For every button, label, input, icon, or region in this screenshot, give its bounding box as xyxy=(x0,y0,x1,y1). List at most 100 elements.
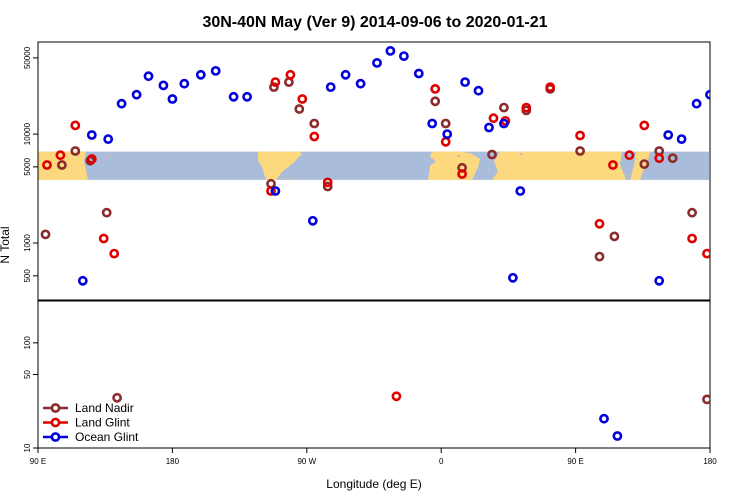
land-glint-point xyxy=(391,391,402,402)
x-tick-label: 90 W xyxy=(297,457,316,466)
land-speck xyxy=(624,174,627,177)
land-nadir-point xyxy=(575,146,585,156)
land-glint-point xyxy=(440,136,451,147)
x-tick-label: 90 E xyxy=(567,457,583,466)
y-tick-label: 100 xyxy=(23,336,32,350)
ocean-glint-point xyxy=(498,118,509,129)
land-region xyxy=(428,151,480,180)
land-speck xyxy=(106,155,109,158)
upper-y-axis: 500 1000 5000 10000 50000 xyxy=(23,46,38,283)
ocean-glint-point xyxy=(355,78,366,89)
ocean-glint-point xyxy=(307,215,318,226)
ocean-glint-point xyxy=(143,71,154,82)
ocean-glint-point xyxy=(167,94,178,104)
ocean-glint-point xyxy=(51,292,58,299)
ocean-glint-point xyxy=(325,82,336,92)
land-glint-point xyxy=(322,177,333,188)
ocean-glint-point xyxy=(442,129,453,139)
x-axis: 90 E 180 90 W 0 90 E 180 xyxy=(30,448,717,466)
ocean-glint-point xyxy=(340,69,351,80)
y-tick-label: 5000 xyxy=(23,157,32,175)
land-glint-point xyxy=(608,160,618,170)
ocean-glint-point xyxy=(735,80,742,87)
y-tick-label: 50000 xyxy=(23,46,32,69)
land-glint-point xyxy=(270,77,281,87)
y-tick-label: 10000 xyxy=(23,122,32,145)
ocean-glint-point xyxy=(721,73,728,80)
land-nadir-point xyxy=(430,96,441,107)
ocean-glint-point xyxy=(77,275,88,286)
land-nadir-point xyxy=(667,153,678,164)
ocean-glint-point xyxy=(372,58,382,68)
land-speck xyxy=(286,177,289,180)
ocean-glint-point xyxy=(599,413,609,424)
land-glint-point xyxy=(457,169,467,179)
land-glint-point xyxy=(488,113,499,124)
land-nadir-point xyxy=(57,160,67,170)
land-glint-point xyxy=(309,131,320,142)
land-speck xyxy=(520,153,523,156)
land-glint-point xyxy=(575,130,585,141)
chart-title: 30N-40N May (Ver 9) 2014-09-06 to 2020-0… xyxy=(202,14,547,31)
y-tick-label: 50 xyxy=(23,370,32,379)
ocean-glint-point xyxy=(676,134,687,144)
x-axis-label: Longitude (deg E) xyxy=(326,477,421,491)
ocean-glint-point xyxy=(460,77,470,87)
ocean-glint-point xyxy=(691,98,702,109)
lower-panel-frame xyxy=(37,300,711,449)
land-nadir-point xyxy=(40,229,51,240)
y-tick-label: 1000 xyxy=(23,234,32,252)
ocean-glint-point xyxy=(663,130,674,140)
lower-y-axis: 10 50 100 xyxy=(23,336,38,452)
land-nadir-point xyxy=(498,102,509,113)
land-glint-point xyxy=(545,82,556,92)
land-glint-point xyxy=(687,233,697,244)
land-glint-point xyxy=(86,154,97,164)
ocean-glint-point xyxy=(179,78,190,89)
land-glint-point xyxy=(594,218,605,229)
land-nadir-point xyxy=(322,181,333,192)
ocean-glint-point xyxy=(612,431,623,441)
legend-marker-ocean-glint xyxy=(50,432,61,442)
land-nadir-point xyxy=(594,251,605,262)
land-ocean-band xyxy=(38,151,709,180)
land-glint-point xyxy=(98,233,109,244)
ocean-glint-point xyxy=(508,272,518,283)
legend-label-land-nadir: Land Nadir xyxy=(75,401,134,415)
ocean-glint-point xyxy=(385,46,396,56)
ocean-glint-point xyxy=(654,275,665,286)
land-nadir-point xyxy=(440,118,451,129)
land-nadir-point xyxy=(70,146,81,156)
ocean-glint-point xyxy=(103,134,114,144)
land-glint-point xyxy=(266,186,276,196)
land-glint-point xyxy=(430,84,441,94)
upper-panel-frame xyxy=(37,41,711,301)
land-nadir-point xyxy=(639,159,650,169)
land-region xyxy=(258,151,302,180)
land-glint-point xyxy=(521,102,532,113)
ocean-glint-point xyxy=(270,186,281,196)
land-nadir-point xyxy=(309,118,320,129)
x-tick-label: 180 xyxy=(703,457,717,466)
ocean-glint-point xyxy=(116,98,127,109)
land-nadir-point xyxy=(487,149,497,160)
ocean-glint-point xyxy=(473,85,484,96)
land-shapes xyxy=(38,151,650,180)
lower-panel-points xyxy=(51,292,710,441)
land-nadir-point xyxy=(687,207,697,218)
land-glint-point xyxy=(285,69,296,80)
x-tick-label: 180 xyxy=(166,457,180,466)
land-region xyxy=(492,151,626,180)
x-tick-label: 0 xyxy=(439,457,444,466)
land-glint-point xyxy=(654,153,665,164)
land-glint-point xyxy=(70,120,81,131)
ocean-glint-point xyxy=(705,89,710,100)
ocean-glint-point xyxy=(626,292,633,299)
land-nadir-point xyxy=(702,394,710,405)
ocean-glint-point xyxy=(195,69,206,80)
y-tick-label: 500 xyxy=(23,269,32,283)
land-nadir-point xyxy=(609,231,620,242)
land-glint-point xyxy=(297,94,308,104)
land-nadir-point xyxy=(101,207,112,218)
